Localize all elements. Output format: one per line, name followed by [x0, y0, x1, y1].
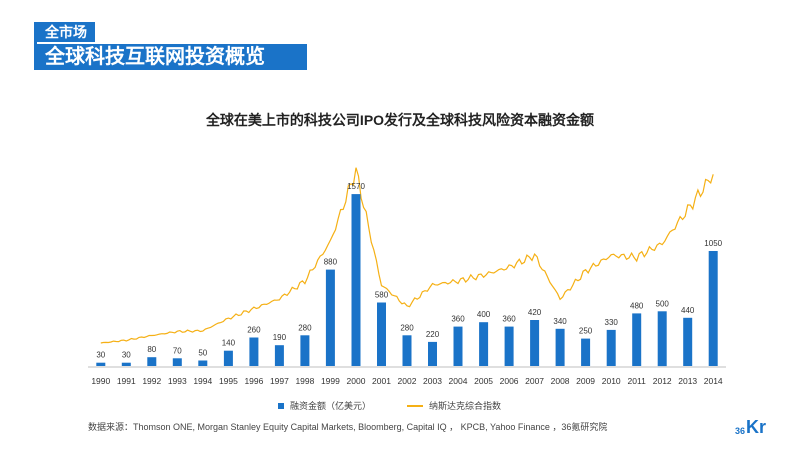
bar-1991: [121, 362, 131, 366]
x-tick-2001: 2001: [372, 376, 391, 386]
legend-item-bar: 融资金额（亿美元）: [278, 399, 371, 412]
value-label-2011: 480: [630, 301, 644, 310]
value-label-1994: 50: [198, 349, 207, 358]
x-tick-2009: 2009: [576, 376, 595, 386]
bar-2009: [581, 338, 591, 366]
bar-2014: [708, 251, 718, 366]
value-label-1996: 260: [247, 326, 261, 335]
legend-swatch-bar: [278, 402, 284, 409]
bar-1999: [325, 269, 335, 366]
legend-item-line: 纳斯达克综合指数: [407, 399, 501, 412]
value-label-2001: 580: [375, 291, 389, 300]
x-tick-2011: 2011: [628, 376, 647, 386]
legend-swatch-line: [407, 404, 423, 407]
value-label-2004: 360: [451, 315, 465, 324]
bar-2007: [530, 320, 540, 366]
header-accent-bar: [34, 22, 37, 70]
x-tick-2006: 2006: [500, 376, 519, 386]
value-label-2003: 220: [426, 330, 440, 339]
bar-2001: [377, 302, 386, 366]
value-label-2002: 280: [400, 323, 414, 332]
value-label-2012: 500: [656, 299, 670, 308]
bar-1997: [274, 345, 284, 366]
bar-1992: [147, 357, 157, 366]
x-tick-2007: 2007: [525, 376, 544, 386]
chart-title: 全球在美上市的科技公司IPO发行及全球科技风险资本融资金额: [205, 112, 595, 128]
x-tick-1997: 1997: [270, 376, 289, 386]
x-tick-2004: 2004: [449, 376, 468, 386]
x-tick-2013: 2013: [678, 376, 697, 386]
x-tick-2012: 2012: [653, 376, 672, 386]
x-tick-1995: 1995: [219, 376, 238, 386]
brand-logo: 36 Kr: [735, 418, 766, 436]
bar-2010: [606, 329, 616, 366]
bar-2000: [351, 194, 361, 366]
section-tag: 全市场: [37, 22, 95, 42]
bar-2003: [428, 341, 437, 366]
value-label-2000: 1570: [347, 182, 365, 191]
bar-1994: [198, 360, 208, 366]
bar-1990: [96, 362, 106, 366]
source-note: 数据来源：Thomson ONE, Morgan Stanley Equity …: [88, 422, 608, 432]
x-tick-1991: 1991: [117, 376, 136, 386]
bar-1995: [223, 350, 233, 366]
x-tick-1998: 1998: [295, 376, 314, 386]
x-tick-2008: 2008: [551, 376, 570, 386]
value-label-1990: 30: [96, 351, 105, 360]
bar-2013: [683, 317, 693, 366]
legend-label-bar: 融资金额（亿美元）: [290, 401, 372, 411]
x-tick-1999: 1999: [321, 376, 340, 386]
x-tick-2010: 2010: [602, 376, 621, 386]
value-label-2009: 250: [579, 327, 593, 336]
value-label-2008: 340: [553, 317, 567, 326]
x-tick-2014: 2014: [704, 376, 723, 386]
value-label-2014: 1050: [704, 239, 722, 248]
value-label-1998: 280: [298, 323, 312, 332]
x-tick-1992: 1992: [142, 376, 161, 386]
x-tick-2000: 2000: [347, 376, 366, 386]
value-label-1992: 80: [147, 345, 156, 354]
value-label-2007: 420: [528, 308, 542, 317]
x-tick-2003: 2003: [423, 376, 442, 386]
value-label-1995: 140: [222, 339, 236, 348]
bar-1993: [172, 358, 182, 366]
page-title: 全球科技互联网投资概览: [37, 44, 307, 70]
nasdaq-line: [100, 167, 714, 344]
bar-layer: [96, 194, 718, 367]
bar-2008: [555, 328, 565, 366]
bar-2002: [402, 335, 412, 366]
x-tick-1994: 1994: [193, 376, 212, 386]
logo-text: Kr: [745, 417, 766, 437]
bar-2004: [453, 326, 463, 366]
value-label-2010: 330: [605, 318, 619, 327]
value-label-1993: 70: [173, 346, 182, 355]
value-label-1997: 190: [273, 333, 287, 342]
value-label-2006: 360: [502, 315, 516, 324]
value-label-1991: 30: [122, 351, 131, 360]
bar-1998: [300, 335, 310, 366]
x-tick-2002: 2002: [398, 376, 417, 386]
bar-1996: [249, 337, 259, 366]
bar-2011: [632, 313, 642, 366]
legend-label-line: 纳斯达克综合指数: [429, 401, 502, 411]
value-label-1999: 880: [324, 258, 338, 267]
label-layer: 30 1990 30 1991 80 1992 70 1993 50 1994 140 1995 260…: [91, 182, 723, 386]
x-tick-1993: 1993: [168, 376, 187, 386]
x-tick-2005: 2005: [474, 376, 493, 386]
value-label-2005: 400: [477, 310, 491, 319]
bar-2006: [504, 326, 514, 366]
line-layer: [100, 167, 714, 344]
value-label-2013: 440: [681, 306, 695, 315]
x-tick-1990: 1990: [91, 376, 110, 386]
bar-2005: [479, 322, 489, 366]
logo-number: 36: [734, 426, 745, 436]
x-tick-1996: 1996: [244, 376, 263, 386]
bar-2012: [657, 311, 667, 367]
